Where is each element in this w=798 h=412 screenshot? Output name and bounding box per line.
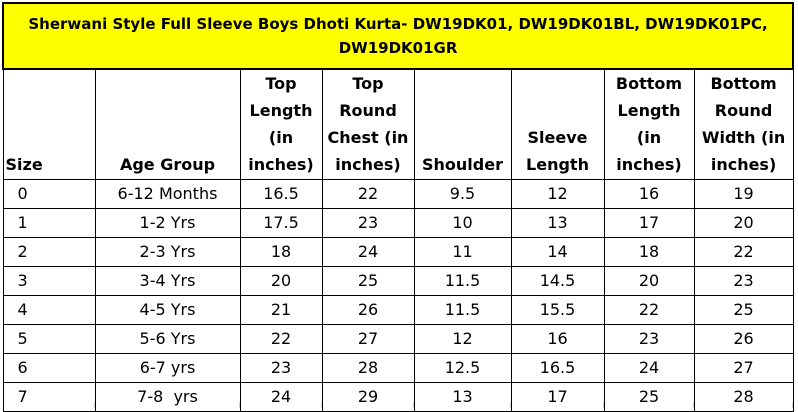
cell-size: 3: [2, 266, 96, 296]
cell-top-round-chest: 23: [321, 208, 415, 238]
cell-bottom-round-width: 19: [693, 179, 794, 209]
table-row: 5 5-6 Yrs 22 27 12 16 23 26: [2, 324, 794, 354]
cell-sleeve-length: 14.5: [510, 266, 605, 296]
cell-bottom-length: 22: [603, 295, 695, 325]
chart-title: Sherwani Style Full Sleeve Boys Dhoti Ku…: [1, 2, 795, 70]
cell-age-group: 1-2 Yrs: [94, 208, 241, 238]
cell-sleeve-length: 12: [510, 179, 605, 209]
cell-shoulder: 10: [413, 208, 512, 238]
cell-top-length: 16.5: [239, 179, 323, 209]
cell-bottom-length: 20: [603, 266, 695, 296]
table-row: 0 6-12 Months 16.5 22 9.5 12 16 19: [2, 179, 794, 209]
column-header-shoulder: Shoulder: [413, 68, 512, 180]
cell-sleeve-length: 13: [510, 208, 605, 238]
size-rows: 0 6-12 Months 16.5 22 9.5 12 16 19 1 1-2 Yrs 17.5 2…: [2, 179, 794, 412]
cell-top-round-chest: 27: [321, 324, 415, 354]
cell-shoulder: 11: [413, 237, 512, 267]
column-header-top-length: Top Length (in inches): [239, 68, 323, 180]
cell-age-group: 6-7 yrs: [94, 353, 241, 383]
table-row: 2 2-3 Yrs 18 24 11 14 18 22: [2, 237, 794, 267]
cell-top-length: 17.5: [239, 208, 323, 238]
column-header-top-round-chest: Top Round Chest (in inches): [321, 68, 415, 180]
column-header-sleeve-length: Sleeve Length: [510, 68, 605, 180]
cell-bottom-length: 16: [603, 179, 695, 209]
cell-top-round-chest: 25: [321, 266, 415, 296]
cell-size: 0: [2, 179, 96, 209]
column-header-age-group: Age Group: [94, 68, 241, 180]
cell-age-group: 3-4 Yrs: [94, 266, 241, 296]
cell-bottom-length: 17: [603, 208, 695, 238]
cell-shoulder: 11.5: [413, 266, 512, 296]
cell-bottom-round-width: 28: [693, 382, 794, 412]
cell-top-round-chest: 29: [321, 382, 415, 412]
cell-top-round-chest: 28: [321, 353, 415, 383]
cell-age-group: 4-5 Yrs: [94, 295, 241, 325]
table-row: 6 6-7 yrs 23 28 12.5 16.5 24 27: [2, 353, 794, 383]
cell-top-round-chest: 26: [321, 295, 415, 325]
cell-age-group: 5-6 Yrs: [94, 324, 241, 354]
table-row: 4 4-5 Yrs 21 26 11.5 15.5 22 25: [2, 295, 794, 325]
cell-shoulder: 12: [413, 324, 512, 354]
cell-top-length: 24: [239, 382, 323, 412]
cell-shoulder: 11.5: [413, 295, 512, 325]
cell-top-length: 22: [239, 324, 323, 354]
column-header-size: Size: [2, 68, 96, 180]
cell-top-length: 18: [239, 237, 323, 267]
cell-age-group: 2-3 Yrs: [94, 237, 241, 267]
cell-sleeve-length: 17: [510, 382, 605, 412]
cell-bottom-length: 25: [603, 382, 695, 412]
cell-sleeve-length: 14: [510, 237, 605, 267]
cell-size: 2: [2, 237, 96, 267]
cell-top-round-chest: 22: [321, 179, 415, 209]
cell-top-round-chest: 24: [321, 237, 415, 267]
cell-sleeve-length: 16: [510, 324, 605, 354]
cell-shoulder: 13: [413, 382, 512, 412]
cell-top-length: 21: [239, 295, 323, 325]
cell-shoulder: 9.5: [413, 179, 512, 209]
column-header-bottom-length: Bottom Length (in inches): [603, 68, 695, 180]
cell-top-length: 23: [239, 353, 323, 383]
cell-bottom-length: 23: [603, 324, 695, 354]
cell-bottom-round-width: 25: [693, 295, 794, 325]
column-header-bottom-round-width: Bottom Round Width (in inches): [693, 68, 794, 180]
header-row: Size Age Group Top Length (in inches) To…: [2, 68, 794, 180]
cell-size: 5: [2, 324, 96, 354]
cell-size: 1: [2, 208, 96, 238]
cell-age-group: 6-12 Months: [94, 179, 241, 209]
cell-top-length: 20: [239, 266, 323, 296]
cell-bottom-round-width: 20: [693, 208, 794, 238]
cell-sleeve-length: 15.5: [510, 295, 605, 325]
cell-bottom-length: 24: [603, 353, 695, 383]
cell-size: 6: [2, 353, 96, 383]
cell-shoulder: 12.5: [413, 353, 512, 383]
cell-bottom-round-width: 26: [693, 324, 794, 354]
table-row: 3 3-4 Yrs 20 25 11.5 14.5 20 23: [2, 266, 794, 296]
sheet-continuation: [0, 402, 798, 408]
table-row: 7 7-8 yrs 24 29 13 17 25 28: [2, 382, 794, 412]
cell-sleeve-length: 16.5: [510, 353, 605, 383]
table-row: 1 1-2 Yrs 17.5 23 10 13 17 20: [2, 208, 794, 238]
cell-bottom-round-width: 27: [693, 353, 794, 383]
cell-bottom-round-width: 22: [693, 237, 794, 267]
cell-bottom-round-width: 23: [693, 266, 794, 296]
cell-size: 4: [2, 295, 96, 325]
cell-bottom-length: 18: [603, 237, 695, 267]
